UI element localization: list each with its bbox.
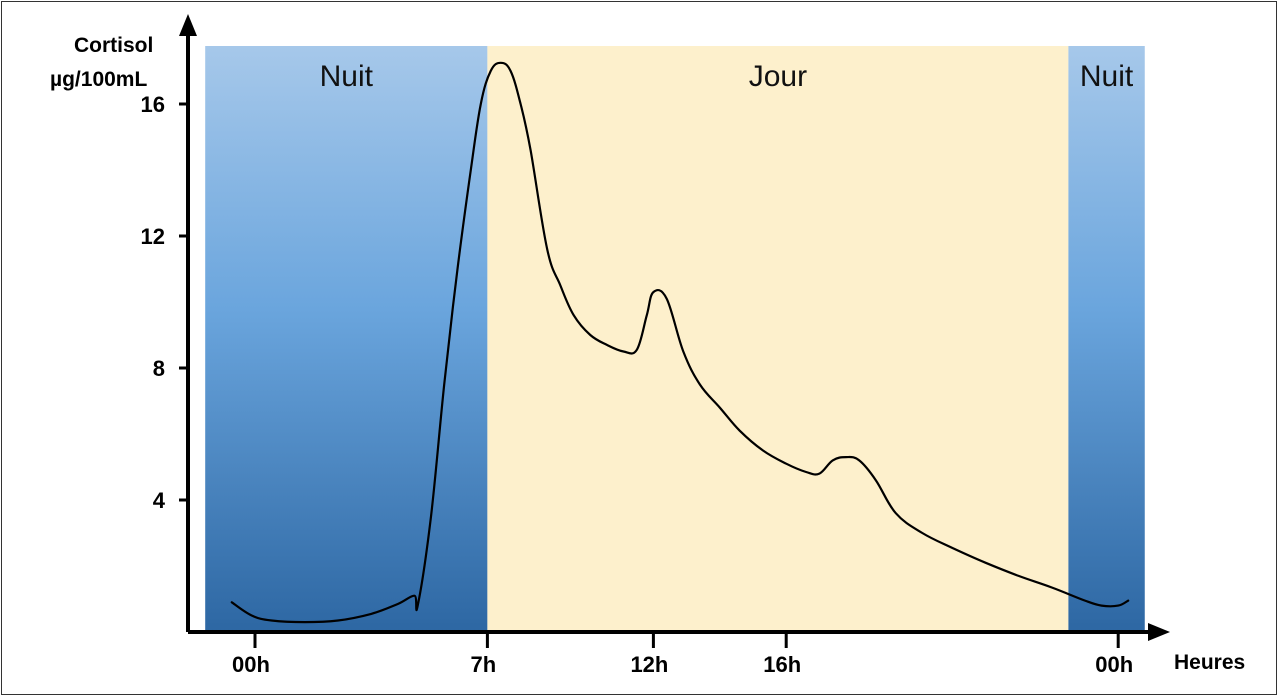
x-tick-label-4: 00h (1095, 652, 1133, 677)
x-ticks: 00h 7h 12h 16h 00h (232, 630, 1133, 677)
y-tick-label-12: 12 (141, 224, 165, 249)
y-axis-arrow (179, 14, 197, 36)
band-labels: Nuit Jour Nuit (320, 60, 1134, 93)
y-axis-title-line1: Cortisol (74, 34, 153, 57)
x-tick-label-1: 7h (471, 652, 497, 677)
cortisol-curve (230, 61, 1130, 624)
background-bands (205, 46, 1145, 632)
x-axis-arrow (1148, 623, 1170, 641)
x-tick-label-2: 12h (630, 652, 668, 677)
y-tick-label-16: 16 (141, 92, 165, 117)
band-night-0 (205, 46, 488, 632)
y-tick-label-8: 8 (153, 356, 165, 381)
band-label-night-2: Nuit (1080, 60, 1134, 93)
x-tick-label-0: 00h (232, 652, 270, 677)
y-axis-title-line2: µg/100mL (50, 68, 147, 91)
y-ticks: 4 8 12 16 (141, 92, 190, 513)
band-label-night-0: Nuit (320, 60, 374, 93)
y-tick-label-4: 4 (153, 488, 166, 513)
x-axis-title: Heures (1174, 651, 1245, 674)
band-label-day-1: Jour (749, 60, 807, 93)
band-day-1 (487, 46, 1069, 632)
band-night-2 (1068, 46, 1145, 632)
x-tick-label-3: 16h (763, 652, 801, 677)
